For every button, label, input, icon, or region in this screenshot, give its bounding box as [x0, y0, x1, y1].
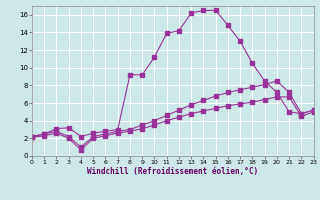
- X-axis label: Windchill (Refroidissement éolien,°C): Windchill (Refroidissement éolien,°C): [87, 167, 258, 176]
